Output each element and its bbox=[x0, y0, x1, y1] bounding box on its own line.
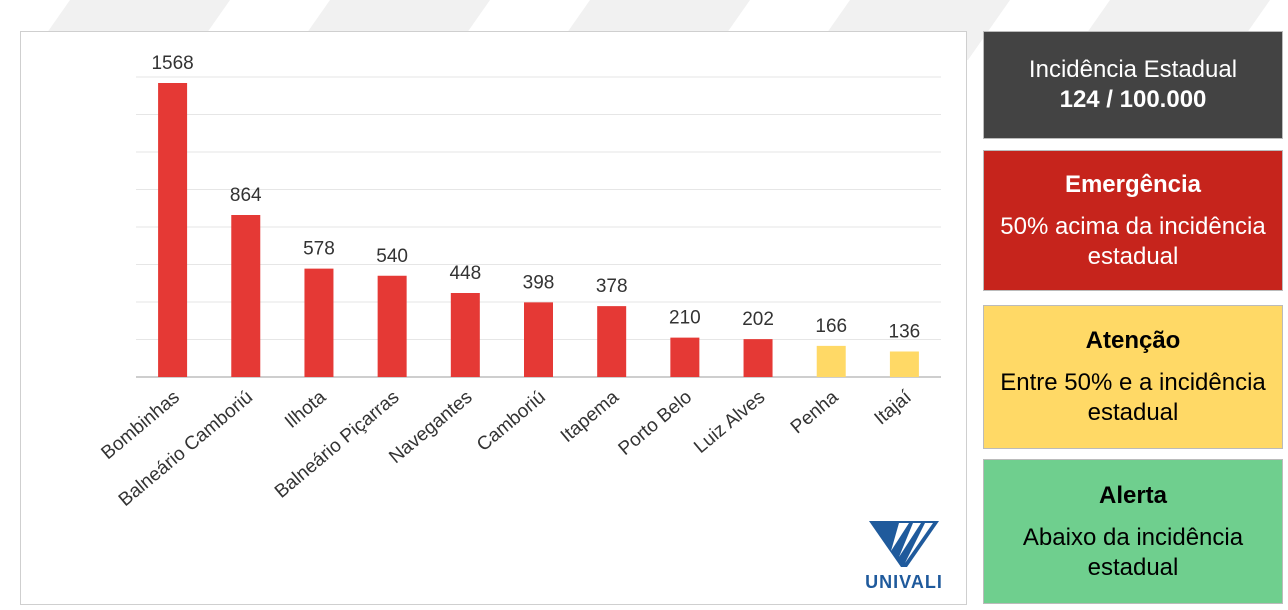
emergency-title: Emergência bbox=[1064, 170, 1202, 198]
emergency-box: Emergência 50% acima da incidência estad… bbox=[983, 150, 1283, 291]
data-label: 1568 bbox=[151, 53, 193, 74]
alert-title: Alerta bbox=[1098, 481, 1168, 509]
bar bbox=[304, 268, 334, 377]
state-incidence-value: 124 / 100.000 bbox=[1059, 86, 1207, 113]
x-tick-label: Itapema bbox=[557, 386, 623, 446]
bar bbox=[524, 302, 553, 377]
attention-box: Atenção Entre 50% e a incidência estadua… bbox=[983, 305, 1283, 449]
state-incidence-box: Incidência Estadual 124 / 100.000 bbox=[983, 31, 1283, 139]
data-label: 166 bbox=[815, 316, 847, 337]
data-label: 578 bbox=[303, 239, 335, 260]
x-tick-label: Itajaí bbox=[871, 386, 917, 429]
x-tick-label: Luiz Alves bbox=[690, 387, 769, 458]
data-label: 448 bbox=[449, 263, 481, 284]
bar bbox=[377, 275, 407, 377]
bar bbox=[450, 293, 480, 377]
x-tick-label: Penha bbox=[787, 386, 843, 438]
data-label: 378 bbox=[596, 276, 628, 297]
bar bbox=[670, 337, 700, 377]
x-tick-label: Camboriú bbox=[473, 387, 550, 456]
bar bbox=[597, 306, 627, 377]
bar bbox=[743, 339, 773, 377]
x-tick-label: Balneário Camboriú bbox=[115, 387, 257, 511]
attention-text: Entre 50% e a incidência estadual bbox=[1000, 369, 1266, 426]
attention-title: Atenção bbox=[1085, 327, 1181, 354]
data-label: 540 bbox=[376, 246, 408, 267]
bar bbox=[158, 83, 188, 377]
bar bbox=[816, 345, 846, 377]
data-label: 398 bbox=[523, 272, 555, 293]
univali-logo: UNIVALI bbox=[849, 517, 959, 597]
x-tick-label: Balneário Piçarras bbox=[271, 387, 403, 503]
chart-panel: 1568 Bombinhas 864 Balneário Camboriú 578 Ilh… bbox=[20, 31, 967, 605]
state-incidence-title: Incidência Estadual bbox=[1028, 56, 1238, 83]
bar bbox=[231, 215, 261, 377]
bar bbox=[889, 351, 919, 377]
data-label: 202 bbox=[742, 309, 774, 330]
data-label: 136 bbox=[889, 322, 921, 343]
univali-logo-text: UNIVALI bbox=[865, 572, 943, 592]
alert-box: Alerta Abaixo da incidência estadual bbox=[983, 459, 1283, 604]
x-tick-label: Porto Belo bbox=[615, 387, 696, 460]
data-label: 864 bbox=[230, 185, 262, 206]
x-tick-label: Ilhota bbox=[281, 386, 330, 432]
univali-logo-mark bbox=[869, 521, 939, 567]
alert-text: Abaixo da incidência estadual bbox=[1022, 523, 1244, 581]
emergency-text: 50% acima da incidência estadual bbox=[1000, 212, 1266, 270]
data-label: 210 bbox=[669, 308, 701, 329]
